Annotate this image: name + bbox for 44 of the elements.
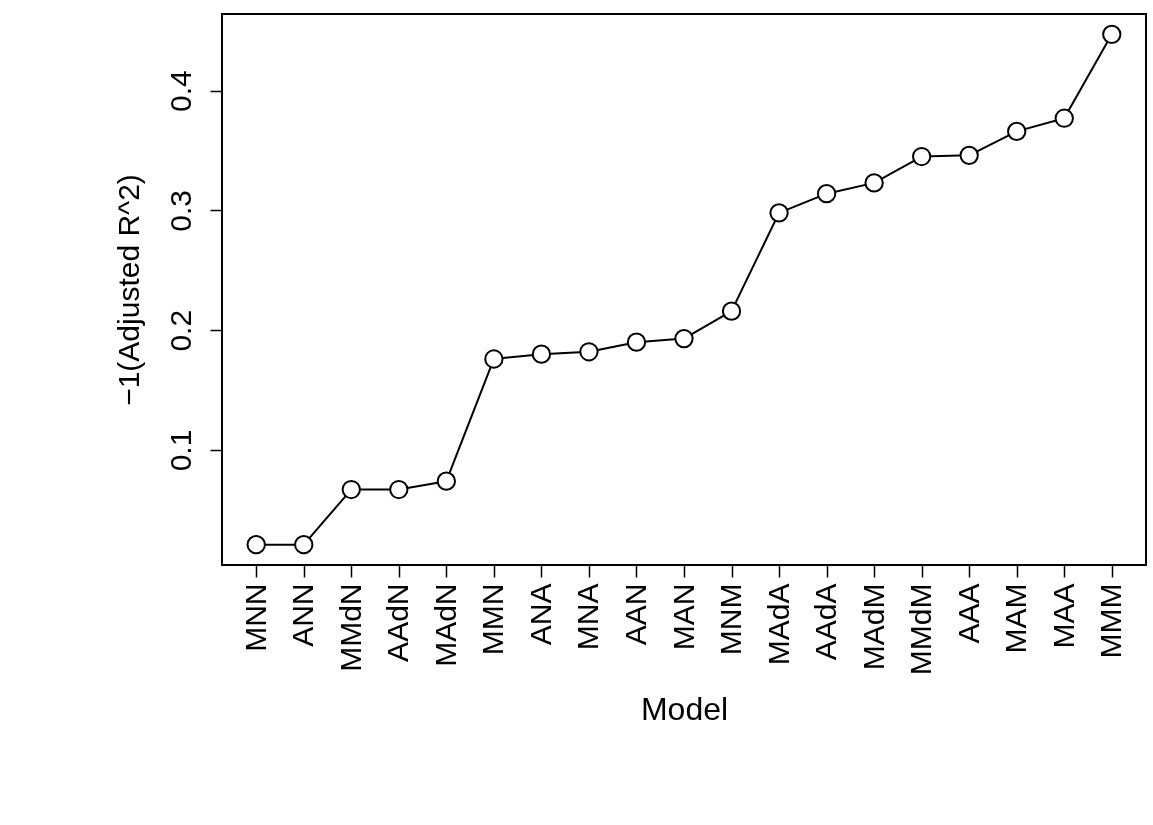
x-tick-label: MNM — [714, 583, 748, 656]
point — [1054, 108, 1074, 128]
point — [389, 479, 409, 500]
y-tick-label: 0.4 — [163, 70, 197, 113]
point — [531, 344, 552, 364]
x-tick-label: MMN — [476, 583, 510, 656]
x-tick-label: MNN — [238, 583, 272, 652]
y-axis-title: −1(Adjusted R^2) — [111, 174, 145, 406]
x-tick-label: ANA — [523, 583, 557, 646]
x-axis-title: Model — [640, 691, 729, 728]
point — [864, 173, 884, 193]
point — [626, 332, 647, 352]
point — [911, 146, 932, 167]
x-tick-label: AAN — [618, 583, 652, 646]
y-tick-label: 0.1 — [163, 429, 197, 472]
point — [484, 349, 504, 369]
x-tick-label: MMM — [1094, 583, 1128, 659]
y-tick-label: 0.2 — [163, 309, 197, 352]
point — [246, 534, 266, 555]
x-tick-label: MAM — [999, 583, 1033, 654]
point — [579, 342, 599, 362]
x-tick-label: MAA — [1046, 583, 1080, 649]
point — [436, 471, 457, 491]
point — [816, 184, 837, 204]
x-tick-label: MAdA — [761, 583, 795, 666]
x-tick-label: MMdM — [904, 583, 938, 676]
point — [294, 534, 314, 555]
y-tick-label: 0.3 — [163, 190, 197, 232]
point — [959, 145, 979, 165]
x-tick-label: ANN — [286, 583, 320, 647]
point — [769, 203, 789, 223]
point — [1102, 24, 1122, 45]
x-tick-label: AAdN — [381, 583, 415, 662]
point — [674, 328, 694, 349]
point — [1007, 121, 1027, 142]
point — [721, 301, 742, 321]
x-tick-label: MAN — [666, 583, 700, 651]
x-tick-label: MNA — [571, 583, 605, 651]
point — [341, 479, 361, 500]
x-tick-label: MAdN — [428, 583, 462, 667]
x-tick-label: MMdN — [333, 583, 367, 672]
x-tick-label: MAdM — [856, 583, 890, 671]
x-tick-label: AAA — [951, 583, 985, 644]
x-tick-label: AAdA — [809, 583, 843, 661]
